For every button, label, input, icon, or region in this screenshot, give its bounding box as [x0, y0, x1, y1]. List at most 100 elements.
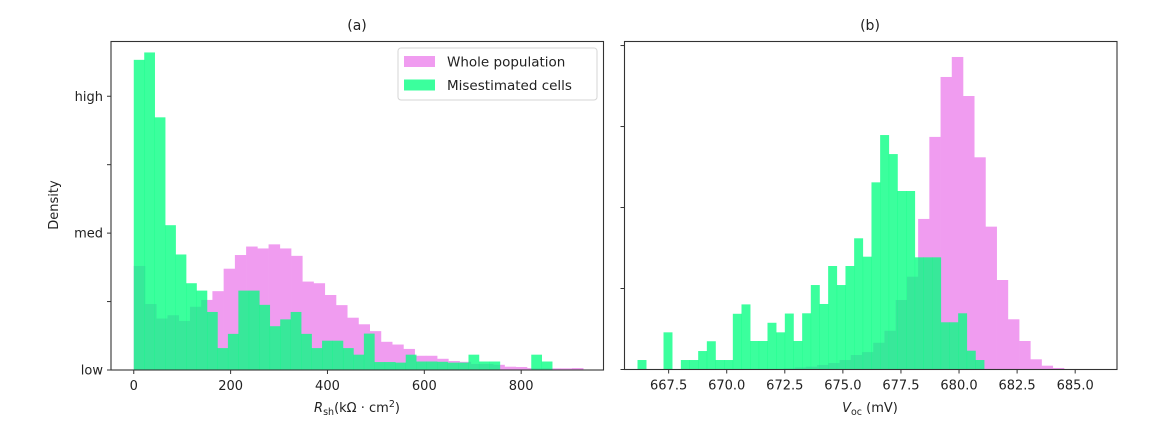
histogram-bar [416, 361, 427, 370]
histogram-bar [268, 244, 281, 370]
x-tick-label: 677.5 [882, 379, 919, 394]
histogram-bar [923, 257, 933, 370]
histogram-bar [458, 362, 469, 370]
histogram-bar [836, 285, 846, 370]
histogram-bar [793, 340, 803, 370]
legend-box [397, 47, 598, 101]
panel-a-y-ticks: low med high [74, 90, 111, 379]
x-tick-label: 675.0 [824, 379, 861, 394]
histogram-bar [248, 290, 260, 370]
histogram-bar [963, 96, 975, 370]
histogram-bar [353, 354, 365, 370]
histogram-bar [680, 360, 690, 370]
histogram-bar [478, 361, 490, 370]
histogram-bar [313, 283, 326, 370]
histogram-bar [302, 281, 314, 370]
histogram-bar [974, 157, 986, 370]
x-tick-label: 672.5 [766, 379, 803, 394]
panel-b-title: (b) [860, 18, 880, 34]
panel-b-x-ticks: 667.5 670.0 672.5 675.0 677.5 680.0 682.5 685.0 [650, 369, 1094, 394]
histogram-bar [531, 354, 543, 370]
histogram-bar [259, 304, 271, 370]
x-tick-label: 680.0 [940, 379, 977, 394]
histogram-bar [985, 226, 997, 370]
y-tick-label: high [75, 90, 103, 105]
histogram-bar [363, 333, 375, 370]
histogram-bar [238, 290, 250, 370]
histogram-bar [958, 313, 968, 370]
series-misestimated-cells [133, 52, 553, 371]
histogram-bar [541, 361, 553, 370]
panel-b-frame [623, 40, 1118, 371]
histogram-bar [196, 290, 208, 370]
histogram-bar [940, 76, 953, 370]
histogram-bar [560, 368, 573, 370]
histogram-bar [301, 333, 312, 370]
histogram-bar [828, 266, 838, 370]
histogram-bar [951, 56, 964, 370]
histogram-bar [212, 291, 224, 370]
histogram-bar [437, 361, 448, 370]
histogram-bar [342, 348, 354, 370]
histogram-bar [776, 332, 786, 370]
histogram-bar [888, 154, 898, 370]
histogram-bar [802, 313, 812, 370]
x-label-symbol: V [842, 401, 852, 416]
histogram-bar [324, 294, 337, 370]
histogram-bar [374, 362, 386, 370]
panel-a-bars [133, 52, 584, 371]
x-tick-label: 800 [509, 379, 534, 394]
x-label-subscript: sh [323, 407, 334, 418]
histogram-bar [845, 266, 855, 370]
histogram-bar [784, 313, 794, 370]
x-label-superscript: 2 [389, 399, 395, 410]
histogram-bar [767, 322, 777, 370]
x-tick-label: 667.5 [650, 379, 687, 394]
legend-swatch-whole-population [404, 56, 435, 67]
panel-a-x-label: Rsh(kΩ · cm2) [314, 399, 400, 418]
histogram-bar [1052, 367, 1065, 370]
histogram-bar [1019, 340, 1031, 370]
histogram-bar [715, 360, 725, 370]
histogram-bar [724, 360, 734, 370]
histogram-bar [175, 254, 187, 370]
histogram-bar [689, 360, 699, 370]
x-tick-label: 670.0 [708, 379, 745, 394]
histogram-bar [949, 322, 959, 370]
histogram-bar [914, 257, 924, 370]
histogram-bar [217, 348, 229, 370]
x-tick-label: 400 [315, 379, 340, 394]
histogram-bar [332, 340, 344, 370]
legend-label-misestimated-cells: Misestimated cells [447, 78, 572, 94]
histogram-bar [1041, 365, 1054, 370]
x-tick-label: 600 [412, 379, 437, 394]
legend: Whole population Misestimated cells [397, 47, 598, 101]
panel-a-y-label: Density [47, 180, 62, 230]
histogram-bar [975, 360, 985, 370]
histogram-bar [966, 350, 976, 370]
histogram-bar [862, 256, 872, 370]
histogram-bar [144, 52, 155, 370]
histogram-bar [940, 322, 950, 370]
histogram-bar [447, 362, 459, 370]
x-label-subscript: oc [851, 407, 862, 418]
panel-b-y-ticks [620, 45, 625, 370]
histogram-bar [810, 285, 820, 370]
histogram-bar [322, 340, 333, 370]
histogram-bar [392, 344, 404, 370]
histogram-bar [637, 360, 647, 370]
histogram-bar [549, 368, 561, 370]
histogram-bar [854, 238, 864, 370]
histogram-bar [347, 317, 359, 370]
histogram-bar [741, 304, 751, 370]
histogram-bar [154, 117, 166, 370]
histogram-bar [906, 191, 916, 370]
panel-b-x-label: Voc (mV) [842, 401, 898, 418]
histogram-bar [706, 341, 716, 370]
panel-b: (b) 667.5 670.0 672.5 675.0 677.5 680.0 682.5 6… [620, 18, 1118, 418]
histogram-bar [405, 354, 417, 370]
legend-swatch-misestimated-cells [404, 79, 435, 91]
x-tick-label: 0 [130, 379, 138, 394]
x-label-symbol: R [314, 401, 323, 416]
